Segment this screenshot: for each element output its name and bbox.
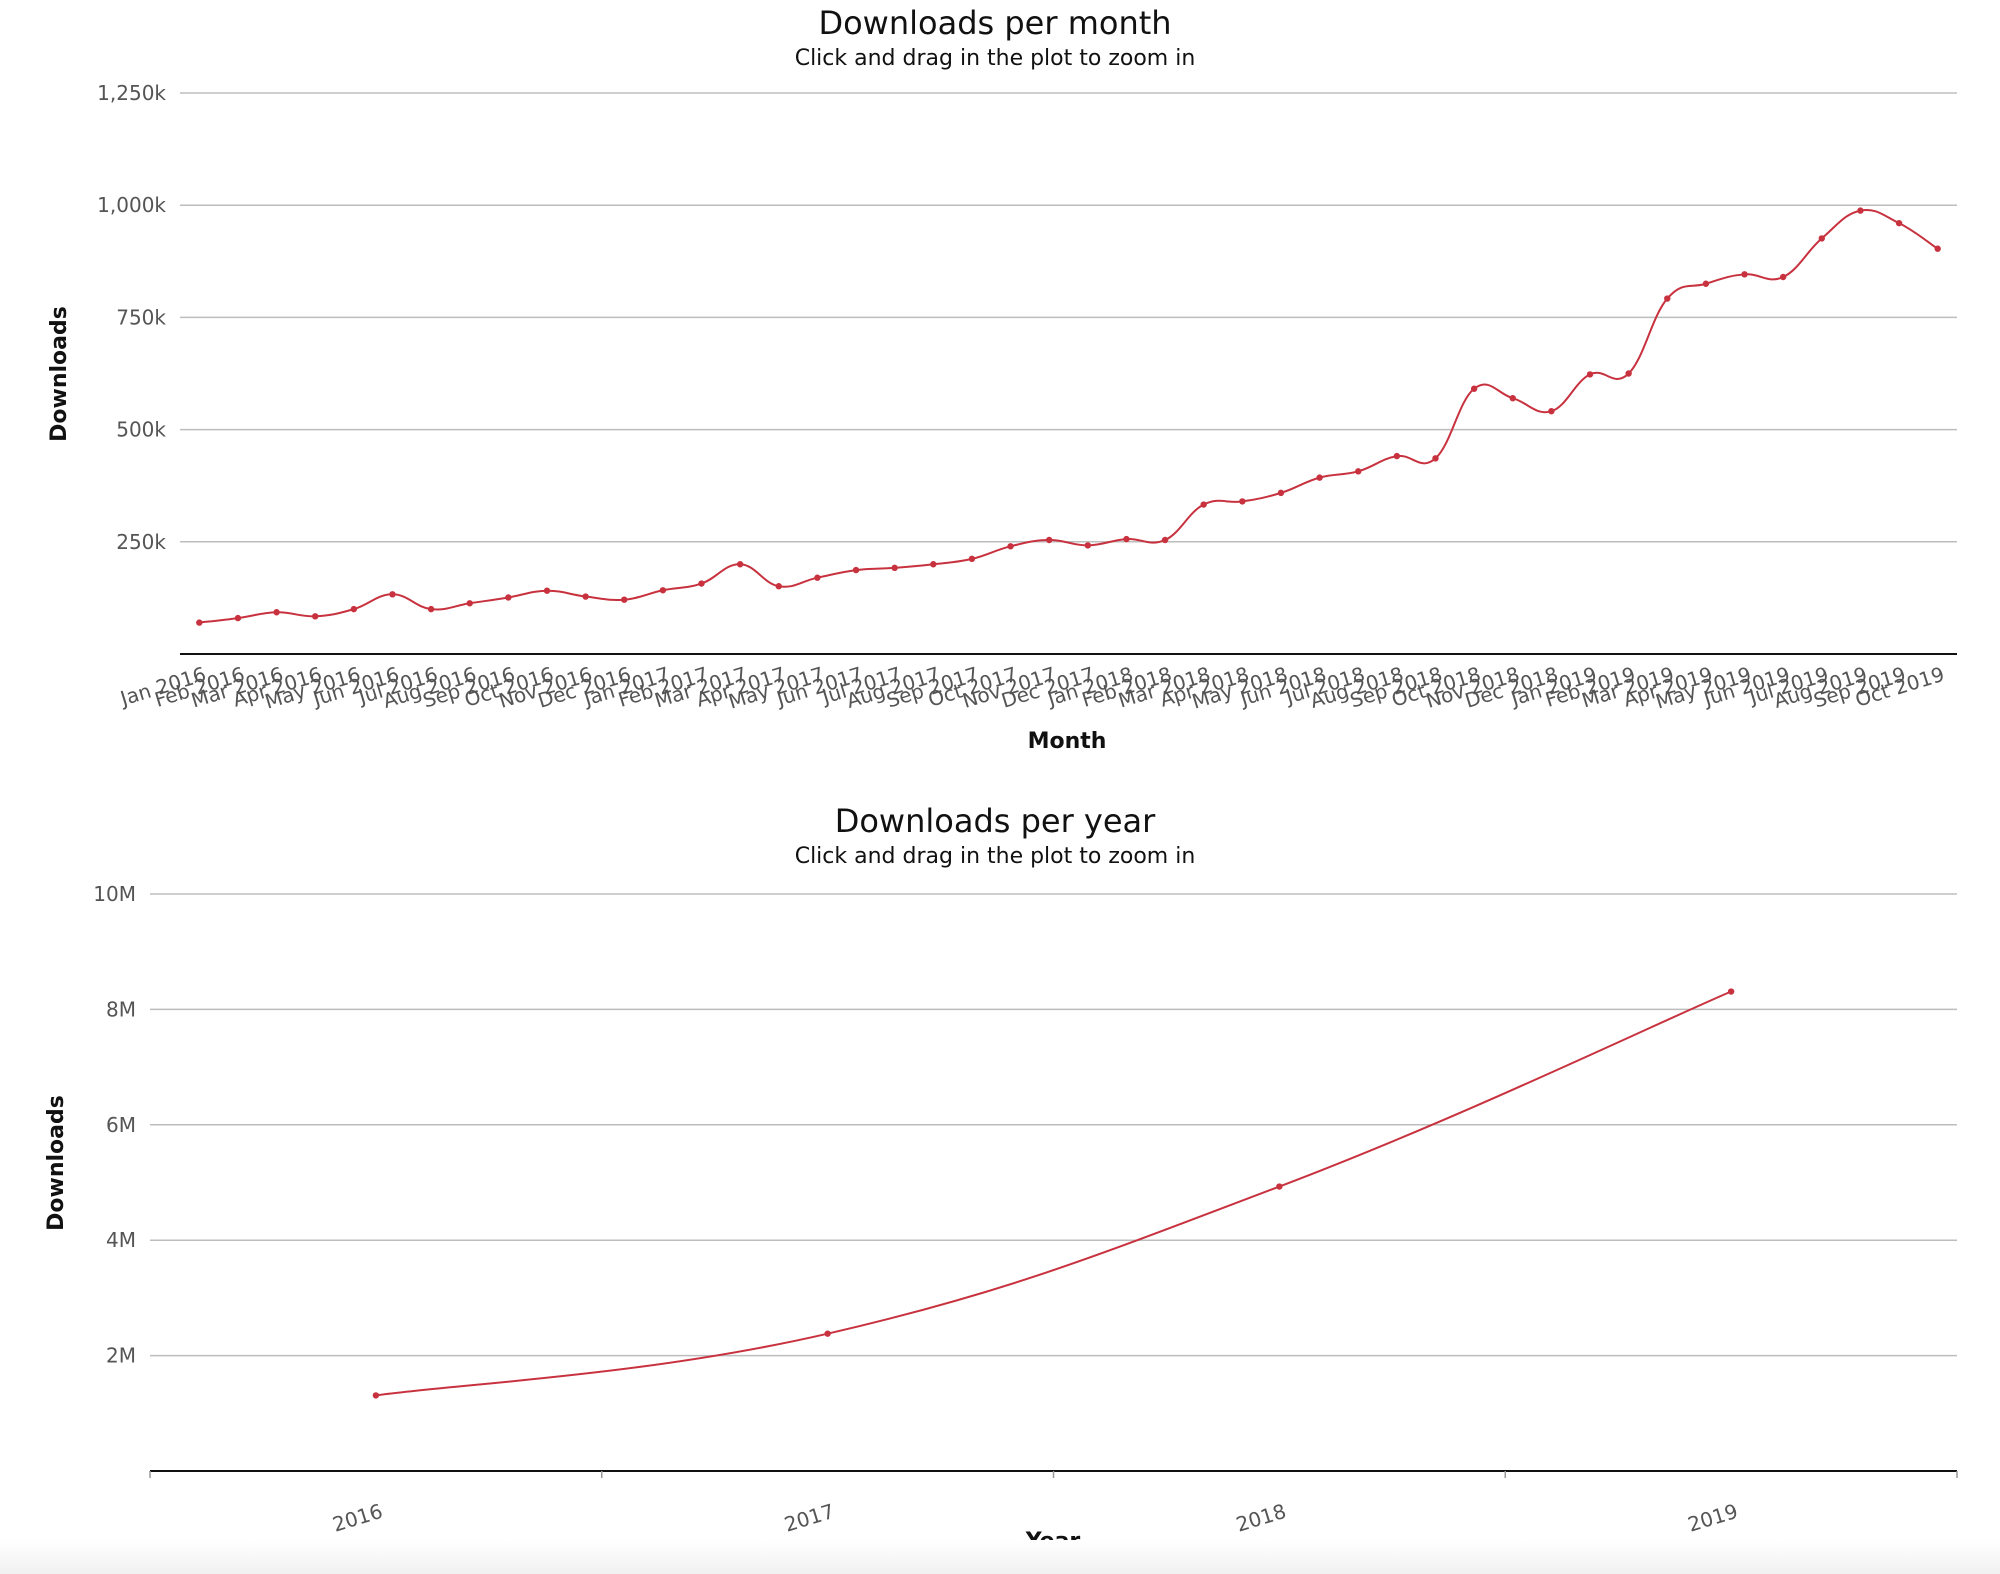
y-tick-label: 8M (106, 997, 136, 1021)
data-point (1276, 1183, 1283, 1190)
data-point (350, 605, 358, 613)
chart-subtitle: Click and drag in the plot to zoom in (795, 46, 1196, 71)
data-point (312, 613, 319, 620)
series-line (375, 990, 1732, 1397)
y-tick-label: 4M (106, 1228, 136, 1252)
data-point (1355, 468, 1362, 475)
data-point (1548, 407, 1555, 415)
data-point (1200, 501, 1207, 508)
data-point (968, 555, 976, 563)
data-point (1084, 542, 1092, 549)
y-tick-label: 10M (93, 882, 136, 906)
x-axis-title: Month (1028, 729, 1107, 754)
yearly-downloads-chart[interactable]: Downloads per year Click and drag in the… (0, 790, 2000, 1574)
chart-title: Downloads per year (835, 802, 1156, 840)
data-point (698, 580, 705, 587)
data-point (891, 564, 898, 572)
data-point (427, 605, 435, 613)
y-axis-title: Downloads (44, 1095, 69, 1231)
data-point (1741, 271, 1748, 278)
series-line (199, 208, 1939, 624)
data-point (1470, 385, 1478, 392)
y-tick-label: 1,000k (97, 193, 166, 217)
x-tick-label: 2019 (1685, 1499, 1741, 1537)
data-point (1161, 536, 1169, 544)
data-point (466, 600, 473, 607)
data-point (1625, 370, 1632, 377)
data-point (389, 591, 396, 598)
data-point (814, 574, 821, 581)
y-tick-label: 750k (116, 305, 166, 329)
data-point (852, 566, 860, 574)
data-point (1586, 371, 1594, 378)
data-point (1123, 535, 1130, 543)
data-point (1727, 988, 1735, 995)
chart-subtitle: Click and drag in the plot to zoom in (795, 844, 1196, 869)
data-point (1664, 295, 1671, 302)
monthly-downloads-chart[interactable]: Downloads per month Click and drag in th… (0, 0, 2000, 780)
data-point (1045, 536, 1053, 544)
data-point (1277, 489, 1285, 497)
data-point (1239, 498, 1246, 505)
data-point (273, 609, 280, 616)
data-point (1779, 273, 1787, 281)
bottom-edge-shade (0, 1540, 2000, 1574)
data-point (1393, 452, 1401, 460)
data-point (372, 1392, 380, 1399)
data-point (1702, 280, 1710, 287)
data-point (234, 614, 242, 622)
data-point (196, 619, 203, 626)
monthly-chart-svg[interactable]: Downloads per month Click and drag in th… (0, 0, 2000, 780)
x-tick-label: 2016 (330, 1499, 386, 1537)
data-point (1007, 543, 1014, 550)
data-point (543, 587, 551, 594)
data-point (1857, 207, 1864, 214)
data-point (582, 593, 589, 600)
data-point (736, 561, 744, 568)
x-tick-label: 2017 (781, 1499, 837, 1537)
y-tick-label: 1,250k (97, 81, 166, 105)
yearly-chart-svg[interactable]: Downloads per year Click and drag in the… (0, 790, 2000, 1574)
data-point (659, 587, 667, 594)
y-axis-title: Downloads (47, 306, 72, 442)
data-point (775, 583, 782, 590)
y-tick-label: 2M (106, 1344, 136, 1368)
data-point (1509, 394, 1516, 402)
y-tick-label: 500k (116, 418, 166, 442)
data-point (621, 596, 628, 603)
chart-title: Downloads per month (818, 4, 1171, 42)
y-tick-label: 250k (116, 530, 166, 554)
data-point (505, 594, 512, 601)
x-tick-label: 2018 (1233, 1499, 1289, 1537)
data-point (930, 561, 937, 568)
data-point (1432, 455, 1439, 462)
data-point (1895, 219, 1903, 227)
data-point (1934, 245, 1941, 252)
y-tick-label: 6M (106, 1113, 136, 1137)
data-point (1316, 474, 1323, 481)
data-point (824, 1330, 831, 1337)
data-point (1818, 235, 1825, 242)
